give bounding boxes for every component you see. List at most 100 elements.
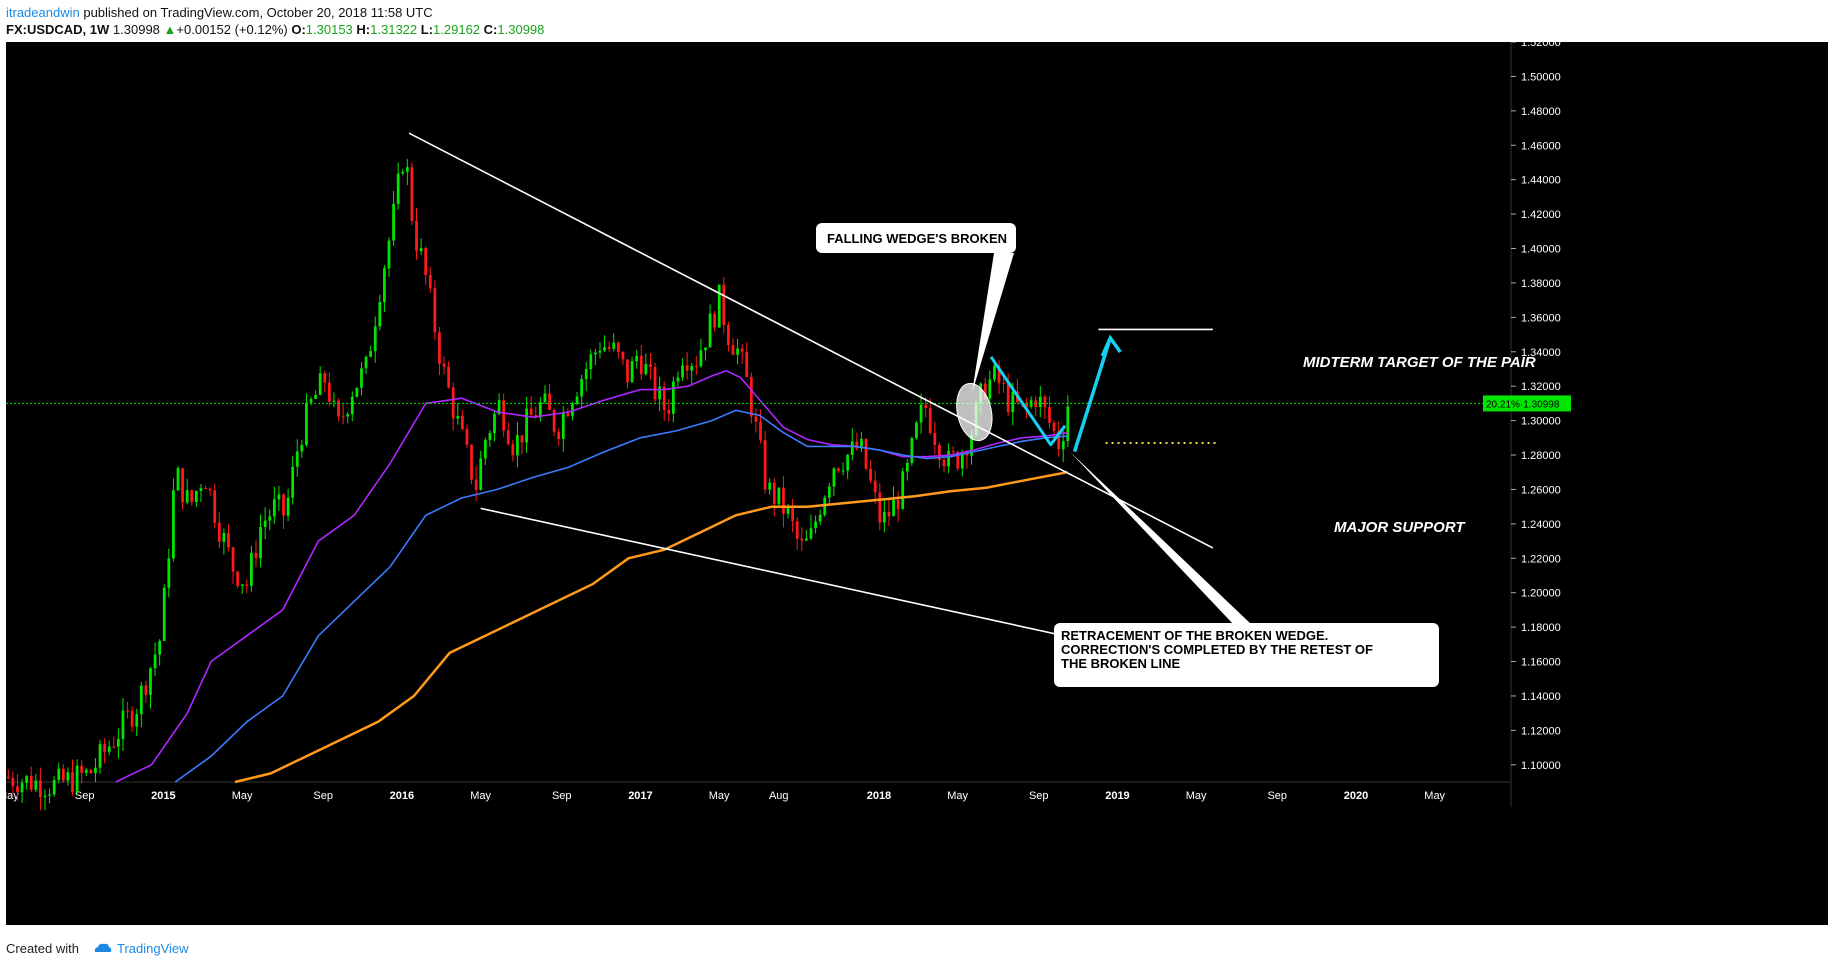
breakout-highlight-ellipse (956, 382, 993, 442)
candle-body (543, 393, 547, 403)
callout-retracement-box (1054, 623, 1439, 687)
candle-body (594, 352, 597, 355)
x-tick-label: Sep (552, 790, 572, 802)
major-support-label: MAJOR SUPPORT (1334, 519, 1466, 536)
high-label: H: (356, 22, 371, 37)
candle-body (731, 345, 735, 355)
callout-retracement-text: RETRACEMENT OF THE BROKEN WEDGE. (1061, 628, 1328, 643)
candle-body (616, 342, 620, 352)
y-tick-label: 1.36000 (1521, 312, 1561, 324)
candle-body (213, 490, 217, 523)
candle-body (841, 470, 845, 472)
candle-body (525, 408, 528, 443)
x-tick-label: 2019 (1105, 790, 1129, 802)
candle-body (713, 313, 717, 328)
candle-body (1002, 382, 1005, 384)
chart-area[interactable]: 1.52000 1.50000 1.48000 1.46000 1.44000 1.420… (6, 42, 1828, 925)
candle-body (277, 494, 281, 500)
chart-header: itradeandwin published on TradingView.co… (6, 4, 544, 38)
candle-body (905, 462, 909, 472)
y-tick-label: 1.28000 (1521, 450, 1561, 462)
cyan-swing-path (989, 356, 1067, 447)
candle-body (786, 506, 790, 514)
candle-body (896, 499, 900, 509)
candle-body (217, 522, 221, 542)
price-change: +0.00152 (+0.12%) (176, 22, 288, 37)
y-tick-label: 1.12000 (1521, 725, 1561, 737)
candle-body (855, 441, 859, 449)
candle-body (75, 765, 79, 793)
candle-body (814, 521, 817, 529)
candle-body (20, 782, 24, 793)
candle-body (327, 382, 331, 402)
candle-body (52, 779, 56, 795)
published-text: published on TradingView.com, October 20… (83, 5, 433, 20)
candle-body (832, 468, 836, 487)
y-tick-label: 1.22000 (1521, 553, 1561, 565)
candle-body (561, 413, 565, 439)
candle-body (29, 775, 33, 790)
candle-body (84, 769, 88, 773)
candle-body (818, 514, 822, 522)
candle-body (1048, 407, 1051, 423)
candle-body (571, 403, 574, 416)
candle-body (970, 434, 973, 456)
candle-body (314, 394, 317, 399)
candle-body (61, 768, 65, 781)
candle-body (988, 379, 992, 399)
symbol-timeframe[interactable]: FX:USDCAD, 1W (6, 22, 110, 37)
candle-body (919, 404, 923, 423)
candle-body (685, 365, 689, 371)
tradingview-cloud-icon (94, 943, 112, 952)
candle-body (846, 454, 850, 471)
y-tick-label: 1.16000 (1521, 657, 1561, 669)
candle-body (245, 584, 249, 586)
tradingview-brand-label[interactable]: TradingView (116, 940, 189, 956)
author-link[interactable]: itradeandwin (6, 5, 80, 20)
candle-body (479, 458, 483, 490)
candle-body (805, 538, 808, 541)
current-price-marker (1483, 395, 1571, 412)
candle-body (1038, 396, 1042, 407)
open-value: 1.30153 (305, 22, 353, 37)
candle-body (474, 479, 478, 490)
candle-body (612, 342, 616, 349)
candle-body (396, 173, 400, 204)
candle-body (139, 685, 143, 715)
candle-body (754, 416, 758, 422)
callout-falling-wedge-text: FALLING WEDGE'S BROKEN (827, 231, 1007, 246)
candle-body (415, 220, 418, 252)
candle-body (915, 422, 918, 439)
candle-body (749, 377, 753, 417)
candle-body (511, 444, 515, 456)
candle-body (924, 404, 928, 408)
candle-body (736, 348, 739, 355)
close-value: 1.30998 (497, 22, 545, 37)
candle-body (1066, 406, 1070, 442)
price-chart[interactable]: 1.52000 1.50000 1.48000 1.46000 1.44000 1.420… (6, 42, 1828, 925)
last-price: 1.30998 (112, 22, 160, 37)
candle-body (447, 366, 450, 388)
candle-body (502, 400, 506, 431)
x-tick-label: May (1424, 790, 1445, 802)
x-tick-label: May (1186, 790, 1207, 802)
candle-body (598, 350, 602, 353)
candle-body (1025, 402, 1028, 407)
candle-body (373, 326, 377, 352)
candle-body (800, 538, 804, 541)
candle-body (557, 431, 561, 439)
x-tick-label: Sep (75, 790, 95, 802)
y-tick-label: 1.10000 (1521, 760, 1561, 772)
candle-body (94, 767, 97, 774)
candles (6, 159, 1070, 811)
candle-body (520, 435, 524, 443)
candle-body (938, 444, 941, 460)
candle-body (956, 451, 960, 469)
candle-body (882, 511, 886, 523)
tradingview-brand[interactable]: TradingView (85, 941, 189, 956)
candle-body (116, 738, 120, 747)
candle-body (837, 468, 840, 471)
candle-body (112, 746, 116, 748)
candle-body (488, 433, 492, 440)
candle-body (378, 301, 382, 327)
